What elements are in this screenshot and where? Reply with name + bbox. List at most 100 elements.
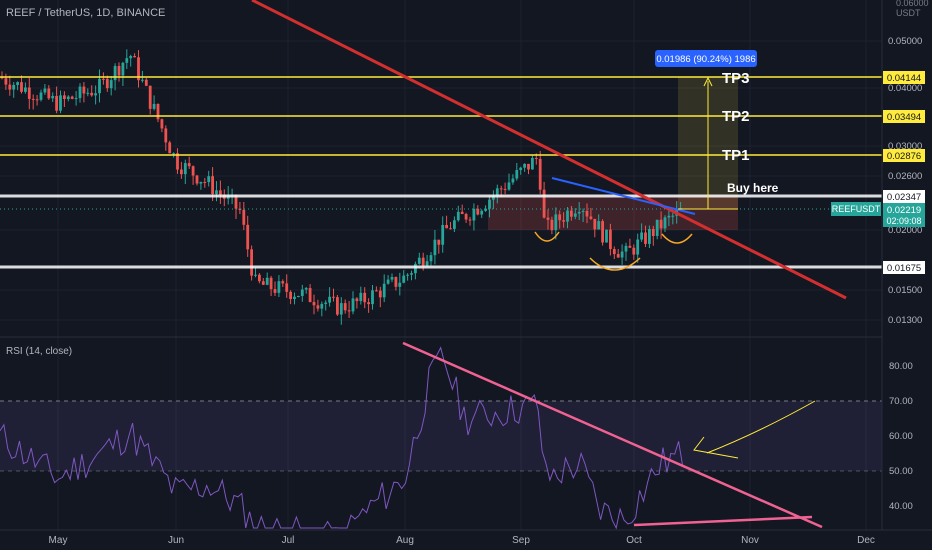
symbol-tag-text: REEFUSDT — [832, 204, 881, 214]
candle-body — [527, 163, 530, 170]
candle-body — [495, 188, 499, 196]
candle-body — [382, 283, 386, 298]
price-tick-label: 0.03000 — [888, 141, 922, 152]
candle-body — [242, 209, 246, 225]
candle-body — [562, 220, 565, 222]
candle-body — [24, 87, 27, 92]
candle-body — [47, 88, 51, 99]
candle-body — [488, 199, 491, 209]
candle-body — [4, 78, 8, 85]
candle-body — [386, 279, 390, 284]
candle-body — [35, 99, 39, 101]
rsi-annotation-arrow-line — [706, 400, 816, 454]
candle-body — [437, 239, 441, 245]
candle-body — [215, 190, 218, 195]
candle-body — [480, 210, 484, 215]
candle-body — [183, 163, 187, 175]
candle-body — [141, 79, 144, 81]
price-tick-label: 0.01300 — [888, 315, 922, 326]
candle-body — [394, 277, 398, 287]
candle-body — [281, 281, 285, 284]
candle-body — [27, 87, 31, 99]
buy-price-text: 0.02347 — [887, 192, 921, 203]
candle-body — [359, 292, 363, 302]
candle-body — [577, 211, 581, 214]
candle-body — [144, 79, 148, 86]
candle-body — [468, 219, 472, 221]
candle-body — [105, 78, 109, 89]
candle-body — [152, 103, 156, 109]
candle-body — [371, 290, 374, 305]
candle-body — [316, 305, 320, 309]
rsi-support-line[interactable] — [633, 515, 813, 527]
candle-body — [51, 95, 55, 99]
candle-body — [519, 167, 523, 171]
rsi-tick-label: 50.00 — [889, 466, 913, 477]
candlestick-series — [0, 49, 682, 325]
projection-arrow-head — [703, 76, 713, 87]
candle-body — [542, 189, 546, 218]
candle-body — [66, 96, 70, 99]
candle-body — [176, 153, 179, 170]
candle-body — [250, 249, 253, 276]
candle-body — [328, 296, 331, 303]
candle-body — [597, 221, 601, 230]
time-tick-label: Oct — [626, 535, 642, 546]
candle-body — [531, 157, 534, 170]
current-price-tag — [883, 203, 925, 227]
time-tick-label: Jun — [168, 535, 184, 546]
left-shoulder-mark — [534, 231, 560, 242]
candle-body — [417, 257, 421, 264]
candle-body — [207, 176, 211, 183]
neckline[interactable] — [551, 177, 696, 215]
price-tick-label: 0.04000 — [888, 83, 922, 94]
candle-body — [324, 302, 328, 304]
candle-body — [137, 57, 140, 81]
candle-body — [445, 224, 448, 229]
candle-body — [550, 219, 554, 231]
candle-body — [410, 273, 413, 275]
candle-body — [476, 208, 480, 215]
candle-body — [254, 274, 257, 276]
tp1-price-tag — [883, 149, 925, 162]
candle-body — [570, 210, 573, 217]
candle-body — [289, 291, 292, 300]
rsi-tick-label: 60.00 — [889, 431, 913, 442]
candle-body — [484, 208, 487, 211]
price-tick-label: 0.01500 — [888, 285, 922, 296]
candle-body — [624, 245, 628, 252]
candle-body — [191, 166, 195, 176]
candle-body — [172, 153, 175, 155]
rsi-axis-ticks: 80.00 70.00 60.00 50.00 40.00 — [889, 361, 913, 512]
candle-body — [355, 298, 359, 302]
candle-body — [336, 297, 339, 315]
candle-body — [414, 263, 417, 274]
candle-body — [378, 290, 382, 298]
candle-body — [203, 181, 207, 183]
candle-body — [659, 219, 663, 229]
candle-body — [129, 56, 133, 59]
candle-body — [601, 221, 604, 243]
candle-body — [453, 220, 456, 229]
candle-body — [449, 228, 452, 230]
candle-body — [320, 303, 324, 309]
rsi-tick-label: 80.00 — [889, 361, 913, 372]
candle-body — [339, 303, 343, 315]
candle-body — [308, 288, 312, 303]
candle-body — [406, 274, 409, 276]
candle-body — [433, 239, 437, 256]
tp3-price-text: 0.04144 — [887, 73, 921, 84]
candle-body — [367, 302, 370, 305]
candle-body — [375, 290, 378, 292]
descending-trendline[interactable] — [251, 0, 847, 300]
candle-body — [297, 295, 300, 297]
price-tick-label: 0.02000 — [888, 225, 922, 236]
candle-body — [156, 103, 160, 120]
candle-body — [43, 88, 47, 93]
measure-tooltip — [655, 50, 757, 67]
candle-body — [211, 176, 214, 195]
candle-body — [78, 86, 82, 99]
rsi-descending-trendline[interactable] — [402, 341, 823, 529]
candle-body — [125, 58, 129, 63]
